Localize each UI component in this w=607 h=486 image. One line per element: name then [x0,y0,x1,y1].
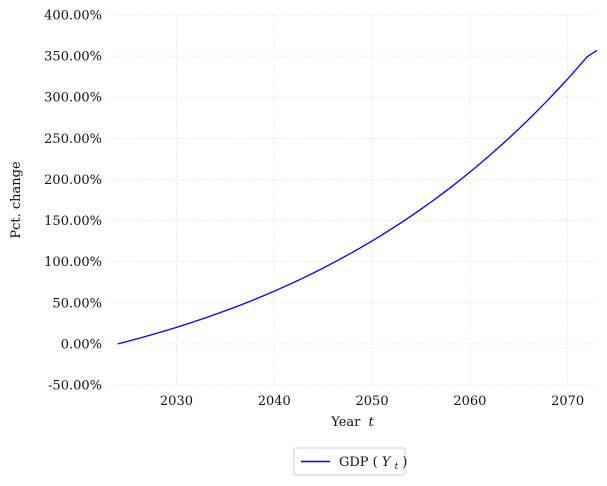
legend-label-sub: t [395,462,399,472]
series-line-gdp [117,49,598,345]
y-tick-label: 250.00% [44,132,102,147]
series-layer [117,49,598,345]
y-tick-label: 100.00% [44,255,102,270]
legend: GDP ( Y t ) [293,447,407,476]
y-axis-title: Pct. change [9,161,24,239]
y-tick-label: 50.00% [52,296,102,311]
x-tick-label: 2030 [160,394,193,409]
x-axis-title-var: t [369,415,375,430]
y-tick-label: 350.00% [44,50,102,65]
legend-label-text: GDP ( [339,455,378,470]
legend-frame [293,447,406,476]
x-tick-label: 2070 [551,394,584,409]
legend-label-var: Y [382,455,392,470]
y-tick-label: 200.00% [44,173,102,188]
y-tick-label: 300.00% [44,91,102,106]
x-tick-label: 2040 [258,394,291,409]
x-tick-label: 2060 [453,394,486,409]
x-axis-title-text: Year [330,415,361,430]
legend-label: GDP ( Y t ) [339,455,407,473]
y-tick-labels: -50.00% 0.00% 50.00% 100.00% 150.00% 200.00% 2… [44,9,102,394]
x-tick-labels: 2030 2040 2050 2060 2070 [160,394,584,409]
grid [108,14,597,386]
y-tick-label: 0.00% [61,337,102,352]
y-tick-label: 150.00% [44,214,102,229]
legend-label-close: ) [402,455,407,470]
y-tick-label: -50.00% [48,379,102,394]
x-tick-label: 2050 [356,394,389,409]
y-tick-label: 400.00% [44,9,102,24]
x-axis-title: Year t [330,415,374,430]
